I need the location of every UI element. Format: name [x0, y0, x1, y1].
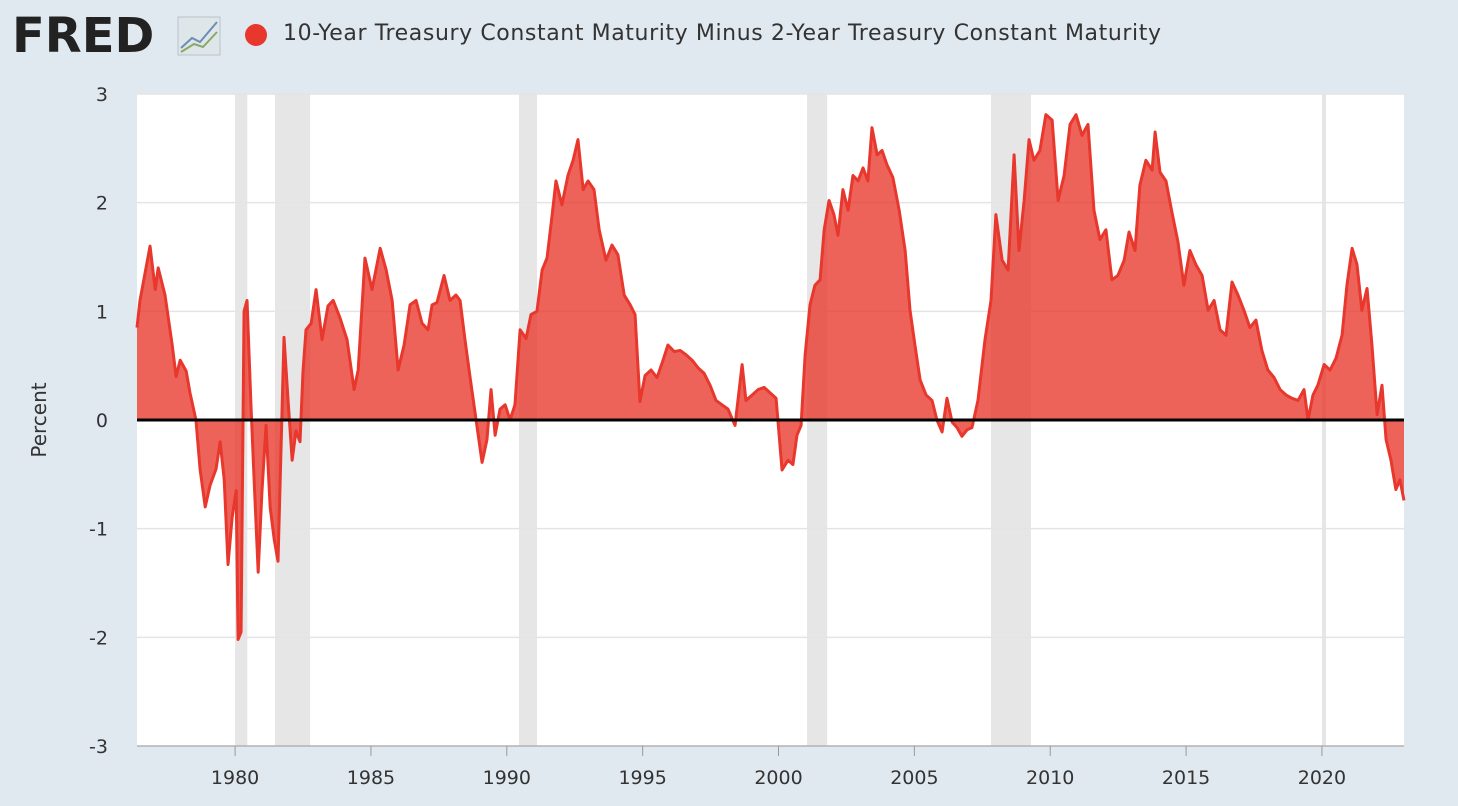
y-tick-label: 1	[96, 301, 108, 323]
area-fill	[137, 114, 1404, 640]
logo: FRED	[12, 8, 154, 64]
legend-marker	[245, 24, 267, 46]
x-tick-label: 2020	[1298, 767, 1346, 789]
x-tick-label: 1980	[211, 767, 259, 789]
x-tick-label: 2005	[890, 767, 938, 789]
y-axis-label: Percent	[27, 382, 51, 457]
logo-icon	[177, 16, 221, 56]
legend-label: 10-Year Treasury Constant Maturity Minus…	[283, 21, 1162, 46]
line	[135, 113, 1406, 642]
x-tick-label: 1990	[483, 767, 531, 789]
y-tick-label: -3	[89, 736, 108, 758]
x-tick-label: 1995	[618, 767, 666, 789]
y-tick-label: 3	[96, 84, 108, 106]
y-tick-label: -1	[89, 519, 108, 541]
x-tick-label: 2000	[754, 767, 802, 789]
x-tick-label: 2015	[1162, 767, 1210, 789]
y-tick-label: 0	[96, 410, 108, 432]
legend: 10-Year Treasury Constant Maturity Minus…	[283, 21, 1162, 46]
x-tick-label: 2010	[1026, 767, 1074, 789]
y-tick-label: 2	[96, 193, 108, 215]
y-tick-label: -2	[89, 627, 108, 649]
x-tick-label: 1985	[347, 767, 395, 789]
